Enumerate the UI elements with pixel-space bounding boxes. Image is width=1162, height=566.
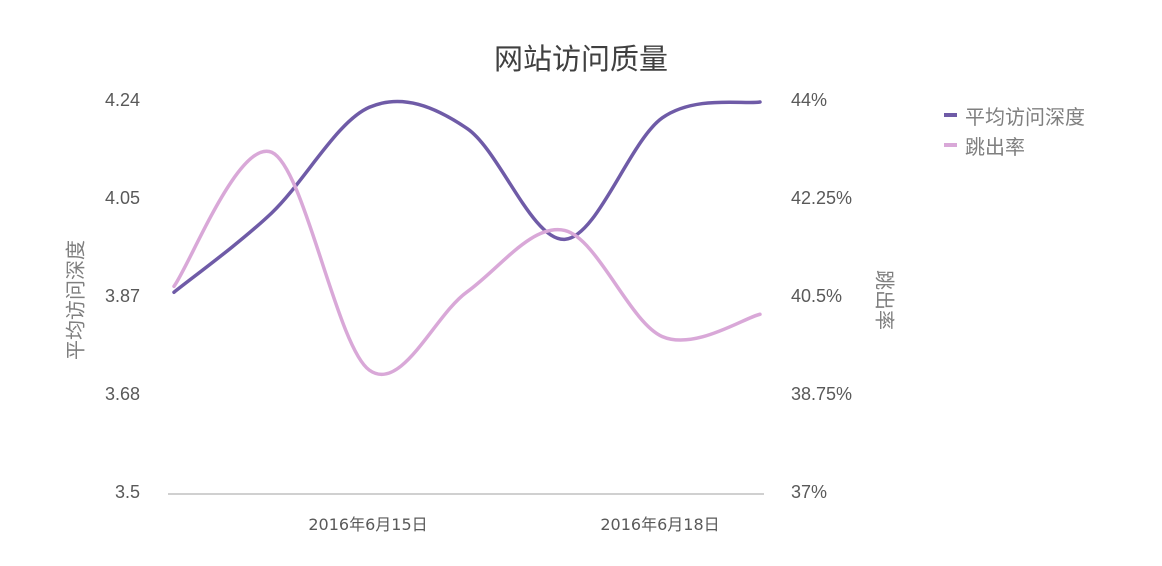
legend-item-bounce-rate[interactable]: 跳出率 [944, 130, 1085, 160]
legend-label: 平均访问深度 [965, 104, 1085, 129]
y-tick-left: 3.68 [104, 384, 140, 404]
y-tick-right: 37% [791, 482, 828, 502]
chart-title: 网站访问质量 [493, 42, 668, 76]
legend-item-avg-depth[interactable]: 平均访问深度 [944, 100, 1085, 130]
y-tick-left: 4.05 [104, 188, 140, 208]
series-line-avg-depth [172, 99, 762, 294]
legend-swatch-icon [944, 143, 957, 147]
y-tick-right: 38.75% [791, 384, 853, 404]
legend: 平均访问深度 跳出率 [944, 100, 1085, 160]
y-tick-right: 40.5% [791, 286, 843, 306]
series-line-bounce-rate [172, 149, 762, 376]
y-tick-right: 42.25% [791, 188, 853, 208]
x-tick-label: 2016年6月18日 [600, 515, 720, 534]
y-tick-right: 44% [791, 90, 828, 110]
y-tick-left: 3.5 [114, 482, 140, 502]
y-axis-label-left: 平均访问深度 [63, 240, 88, 360]
legend-label: 跳出率 [965, 134, 1025, 159]
y-tick-left: 3.87 [104, 286, 140, 306]
y-tick-left: 4.24 [104, 90, 140, 110]
y-axis-label-right: 跳出率 [872, 270, 897, 330]
x-tick-label: 2016年6月15日 [308, 515, 428, 534]
legend-swatch-icon [944, 113, 957, 117]
